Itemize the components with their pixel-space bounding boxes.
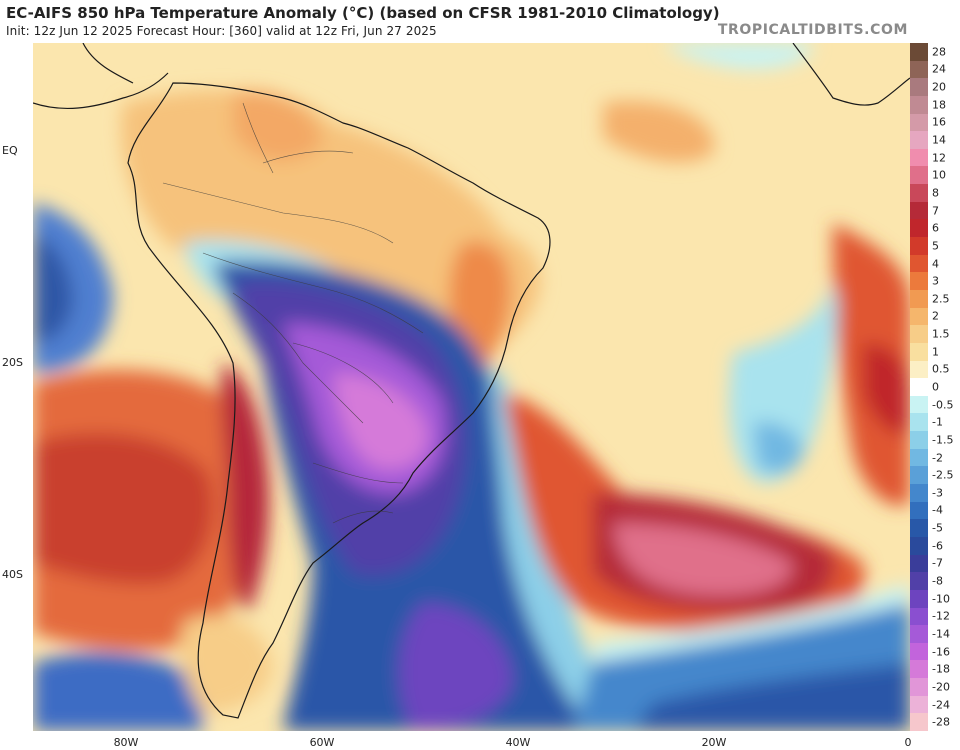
anomaly-map: [33, 43, 910, 731]
site-watermark: TROPICALTIDBITS.COM: [717, 22, 908, 38]
colorbar-swatch: [910, 484, 928, 503]
colorbar-label: -0.5: [932, 398, 954, 412]
colorbar-label: -2: [932, 451, 943, 465]
colorbar-label: 8: [932, 186, 939, 200]
colorbar-swatch: [910, 607, 928, 626]
colorbar-swatch: [910, 431, 928, 450]
colorbar-swatch: [910, 254, 928, 273]
colorbar-swatch: [910, 554, 928, 573]
colorbar-swatch: [910, 625, 928, 644]
colorbar-label: -12: [932, 609, 950, 623]
colorbar-label: 1: [932, 345, 939, 359]
colorbar-swatch: [910, 660, 928, 679]
colorbar-label: 2.5: [932, 292, 950, 306]
colorbar-swatch: [910, 378, 928, 397]
colorbar-label: 4: [932, 257, 939, 270]
colorbar-swatch: [910, 413, 928, 432]
colorbar-label: 1.5: [932, 327, 950, 341]
coastlines: [33, 43, 910, 719]
colorbar-swatch: [910, 307, 928, 326]
colorbar-swatch: [910, 237, 928, 256]
anomaly-field: [33, 43, 910, 731]
colorbar-swatch: [910, 289, 928, 309]
colorbar-swatch: [910, 466, 928, 485]
colorbar-swatch: [910, 536, 928, 556]
colorbar-swatch: [910, 519, 928, 538]
colorbar-label: -1: [932, 415, 943, 429]
colorbar-label: -2.5: [932, 468, 954, 482]
colorbar-swatch: [910, 166, 928, 185]
colorbar-label: -14: [932, 627, 950, 641]
colorbar-label: 5: [932, 239, 939, 253]
colorbar-swatch: [910, 60, 928, 79]
colorbar-label: -8: [932, 574, 943, 588]
colorbar-swatch: [910, 642, 928, 661]
colorbar-swatch: [910, 360, 928, 379]
colorbar-swatch: [910, 695, 928, 714]
lon-label-80w: 80W: [113, 736, 139, 749]
lon-label-20w: 20W: [701, 736, 727, 749]
colorbar-label: -16: [932, 645, 950, 659]
colorbar-label: 20: [932, 80, 946, 94]
colorbar-label: -5: [932, 521, 943, 535]
colorbar-label: -1.5: [932, 433, 954, 447]
map-subtitle: Init: 12z Jun 12 2025 Forecast Hour: [36…: [6, 24, 437, 38]
lon-label-40w: 40W: [505, 736, 531, 749]
colorbar-swatch: [910, 131, 928, 150]
lat-label-40s: 40S: [2, 568, 23, 581]
colorbar-label: 16: [932, 115, 946, 129]
colorbar-swatch: [910, 713, 928, 732]
colorbar-swatch: [910, 395, 928, 414]
map-title: EC-AIFS 850 hPa Temperature Anomaly (°C)…: [6, 4, 720, 22]
colorbar-label: -6: [932, 539, 943, 553]
colorbar-label: 3: [932, 274, 939, 288]
colorbar-swatch: [910, 95, 928, 115]
colorbar-label: -3: [932, 486, 943, 500]
colorbar-swatch: [910, 572, 928, 591]
lon-label-60w: 60W: [309, 736, 335, 749]
colorbar-swatch: [910, 201, 928, 220]
colorbar-label: 18: [932, 98, 946, 112]
colorbar-label: 0.5: [932, 362, 950, 376]
colorbar-swatch: [910, 219, 928, 238]
colorbar-label: -7: [932, 556, 943, 570]
colorbar-label: 6: [932, 221, 939, 235]
lat-label-eq: EQ: [2, 144, 18, 157]
colorbar-label: 12: [932, 151, 946, 165]
colorbar-swatch: [910, 78, 928, 97]
colorbar-swatch: [910, 325, 928, 344]
colorbar-swatch: [910, 272, 928, 291]
colorbar-label: -24: [932, 698, 950, 712]
colorbar-label: 28: [932, 45, 946, 59]
colorbar-label: 2: [932, 309, 939, 323]
colorbar-label: -10: [932, 592, 950, 606]
lat-label-20s: 20S: [2, 356, 23, 369]
colorbar-label: 14: [932, 133, 946, 147]
colorbar-swatch: [910, 113, 928, 132]
colorbar-swatch: [910, 501, 928, 520]
colorbar-label: 10: [932, 168, 946, 182]
colorbar-swatch: [910, 589, 928, 608]
colorbar-swatch: [910, 148, 928, 167]
colorbar: 28 24 20 18 16 14 12 10 8 7 6 5 4 3 2.5 2 1.5 1 0.5 0 -0.5 -1…: [910, 43, 960, 732]
colorbar-swatch: [910, 678, 928, 697]
lon-label-0: 0: [904, 736, 912, 749]
colorbar-label: -18: [932, 662, 950, 676]
colorbar-label: -20: [932, 680, 950, 694]
colorbar-label: 0: [932, 380, 939, 394]
colorbar-label: -4: [932, 503, 943, 517]
colorbar-swatch: [910, 342, 928, 362]
colorbar-swatch: [910, 184, 928, 203]
colorbar-label: 24: [932, 62, 946, 76]
borders: [162, 102, 424, 524]
colorbar-label: -28: [932, 715, 950, 729]
colorbar-swatch: [910, 448, 928, 467]
colorbar-swatch: [910, 43, 928, 62]
colorbar-label: 7: [932, 204, 939, 218]
